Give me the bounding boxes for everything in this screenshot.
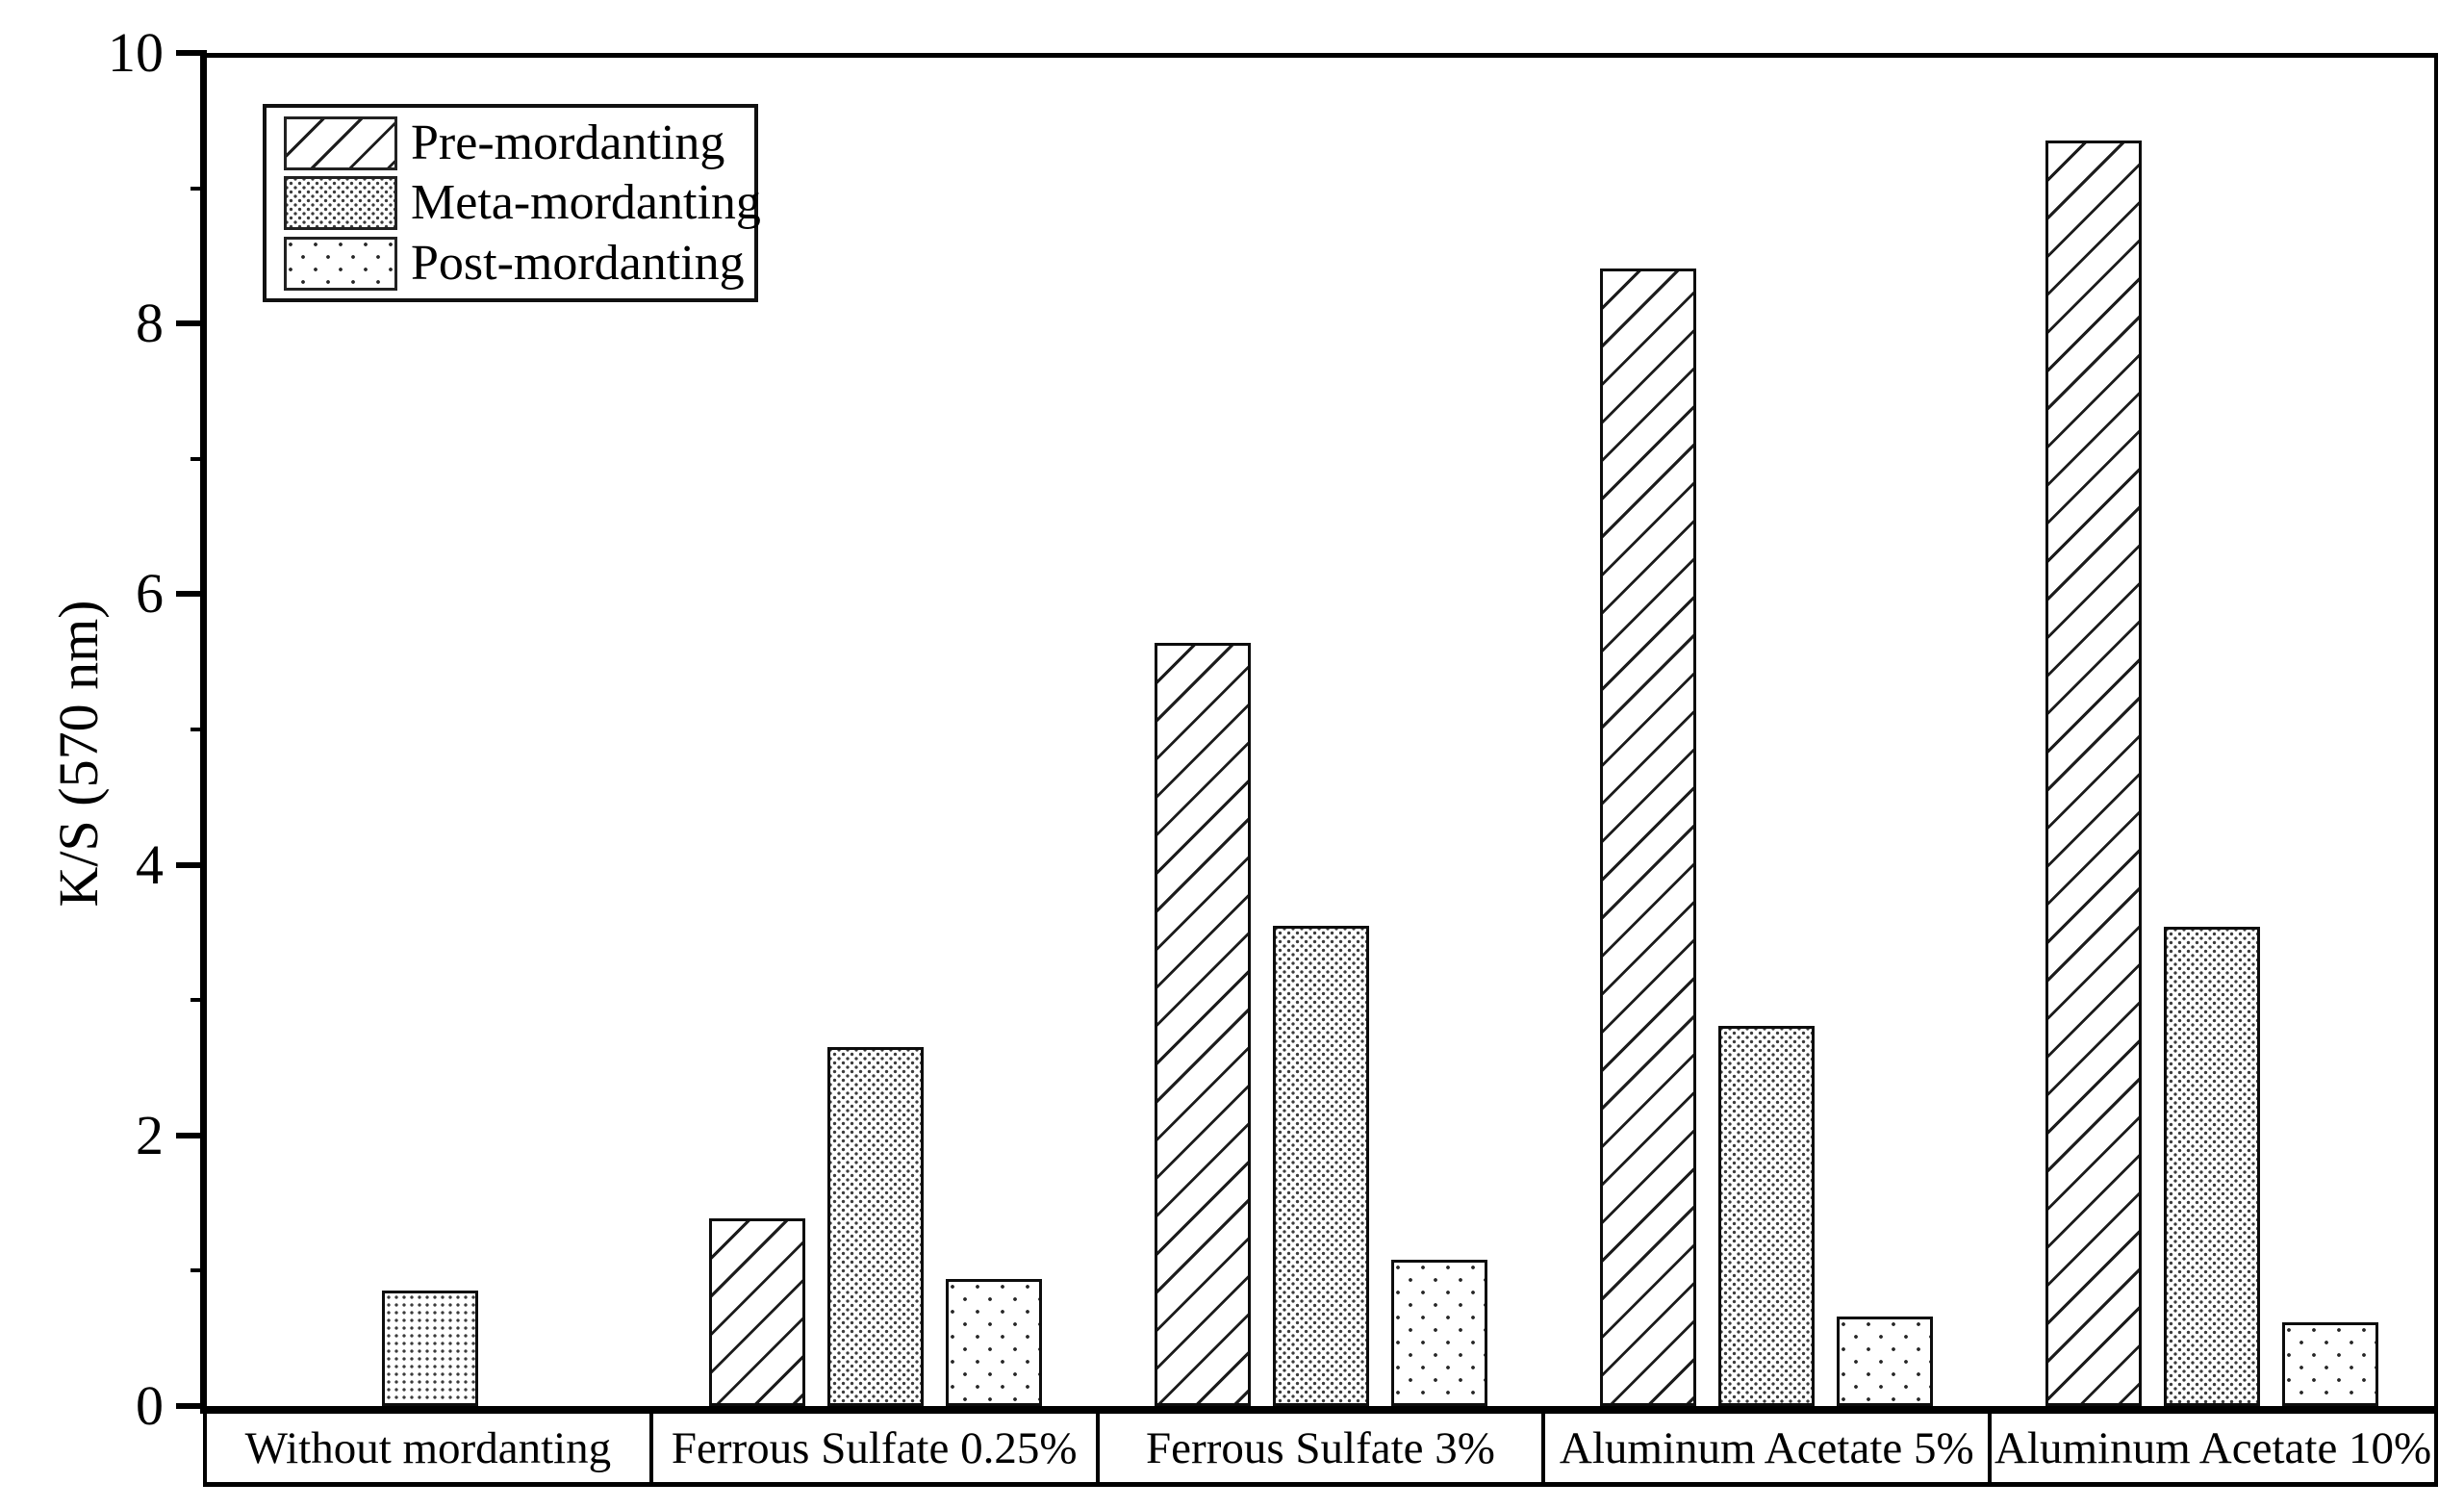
y-minor-tick	[191, 186, 207, 191]
x-category-cell-4: Aluminum Acetate 10%	[1992, 1414, 2434, 1482]
y-tick-label: 8	[136, 292, 164, 355]
y-major-tick	[176, 1132, 207, 1138]
bar-pre-mordanting-category-4	[2045, 141, 2142, 1406]
bar-post-mordanting-category-3	[1836, 1317, 1933, 1406]
y-tick-label: 4	[136, 832, 164, 896]
y-major-tick	[176, 591, 207, 598]
x-axis-category-strip: Without mordanting Ferrous Sulfate 0.25% F…	[203, 1414, 2438, 1487]
legend-swatch-dense-dots	[284, 176, 397, 230]
x-category-cell-2: Ferrous Sulfate 3%	[1100, 1414, 1546, 1482]
y-minor-tick	[191, 728, 207, 731]
x-category-cell-1: Ferrous Sulfate 0.25%	[653, 1414, 1100, 1482]
bar-meta-mordanting-category-4	[2163, 927, 2260, 1406]
legend-label: Pre-mordanting	[411, 115, 725, 170]
bar-pre-mordanting-category-1	[708, 1218, 805, 1406]
y-tick-label: 6	[136, 562, 164, 626]
legend-swatch-sparse-dots	[284, 236, 397, 291]
x-category-label: Without mordanting	[244, 1422, 612, 1473]
x-axis-line	[200, 1406, 2438, 1414]
bar-meta-mordanting-category-2	[1272, 926, 1369, 1406]
x-category-label: Aluminum Acetate 10%	[1994, 1422, 2432, 1473]
x-category-label: Ferrous Sulfate 0.25%	[671, 1422, 1078, 1473]
y-major-tick	[176, 320, 207, 327]
plot-area	[207, 53, 2434, 1406]
x-category-label: Ferrous Sulfate 3%	[1146, 1422, 1495, 1473]
legend: Pre-mordanting Meta-mordanting Post-mord…	[263, 104, 761, 302]
plot-right-border	[2434, 53, 2438, 1406]
bar-pre-mordanting-category-2	[1154, 643, 1251, 1406]
x-category-cell-0: Without mordanting	[207, 1414, 653, 1482]
legend-label: Meta-mordanting	[411, 175, 761, 230]
legend-item-post-mordanting: Post-mordanting	[284, 235, 754, 293]
y-axis-line	[200, 53, 207, 1414]
y-minor-tick	[191, 1268, 207, 1273]
y-tick-label: 10	[108, 21, 164, 84]
y-minor-tick	[191, 998, 207, 1003]
y-tick-label: 2	[136, 1103, 164, 1166]
y-major-tick	[176, 861, 207, 868]
bar-meta-mordanting-category-3	[1717, 1026, 1815, 1406]
bar-meta-mordanting-category-0	[381, 1291, 478, 1406]
y-major-tick	[176, 1403, 207, 1409]
y-tick-label: 0	[136, 1374, 164, 1437]
bar-meta-mordanting-category-1	[826, 1047, 924, 1406]
legend-item-meta-mordanting: Meta-mordanting	[284, 174, 761, 232]
bar-post-mordanting-category-4	[2281, 1322, 2378, 1406]
bar-post-mordanting-category-1	[945, 1279, 1042, 1406]
legend-label: Post-mordanting	[411, 235, 745, 291]
y-axis-title: K/S (570 nm)	[47, 600, 110, 908]
plot-top-border	[207, 53, 2438, 58]
legend-swatch-diagonal-hatch	[284, 115, 397, 170]
bar-pre-mordanting-category-3	[1599, 269, 1696, 1406]
x-category-cell-3: Aluminum Acetate 5%	[1545, 1414, 1993, 1482]
bar-post-mordanting-category-2	[1390, 1260, 1487, 1406]
y-major-tick	[176, 50, 207, 56]
y-minor-tick	[191, 456, 207, 461]
x-category-label: Aluminum Acetate 5%	[1559, 1422, 1974, 1473]
legend-item-pre-mordanting: Pre-mordanting	[284, 115, 754, 172]
